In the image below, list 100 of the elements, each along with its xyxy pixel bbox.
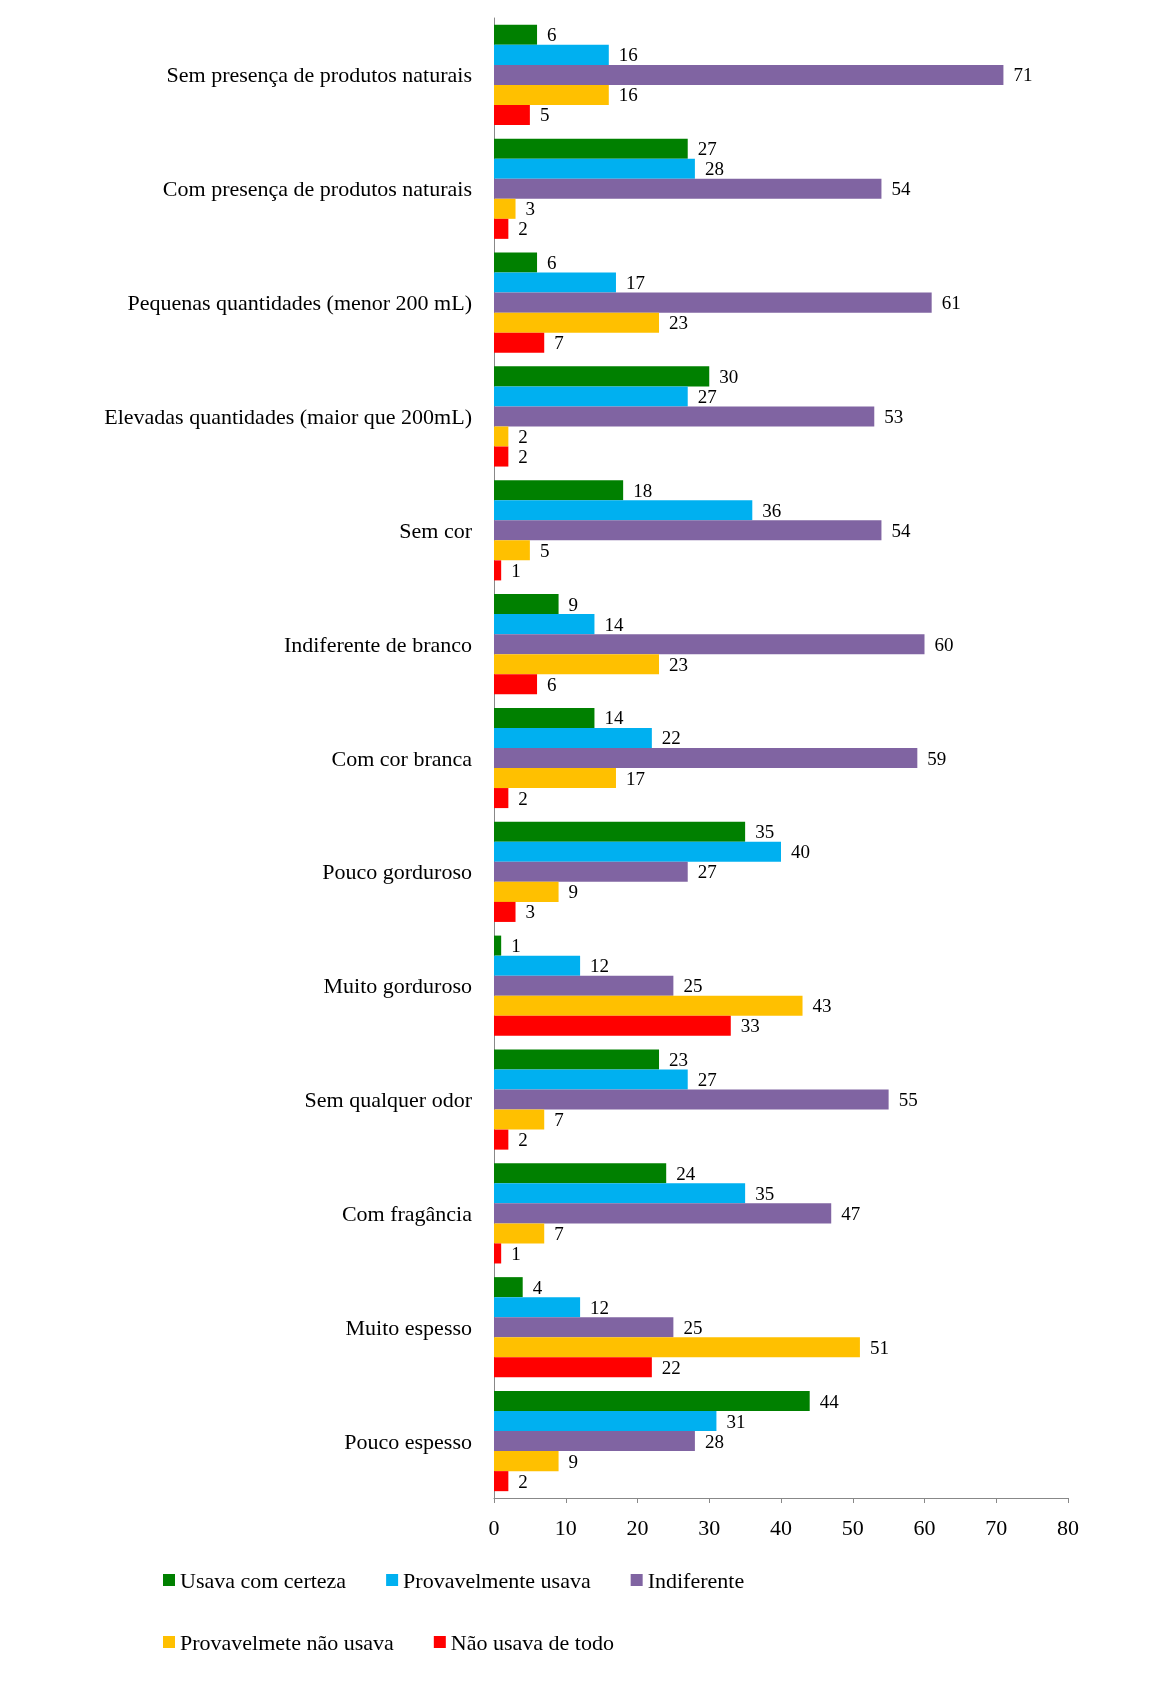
bar (494, 252, 538, 273)
bar (494, 138, 688, 159)
data-label: 51 (869, 1336, 889, 1358)
data-label: 3 (525, 198, 536, 220)
y-tick-label: Pouco espesso (344, 1428, 472, 1454)
data-label: 12 (590, 955, 610, 977)
x-tick-label: 30 (698, 1514, 721, 1540)
x-tick-label: 10 (554, 1514, 577, 1540)
y-tick-label: Com cor branca (331, 745, 473, 771)
data-label: 28 (704, 158, 724, 180)
data-label: 2 (518, 426, 528, 447)
y-tick-label: Sem cor (399, 517, 473, 543)
x-tick-label: 50 (841, 1514, 864, 1540)
bar (494, 104, 530, 126)
data-label: 27 (697, 138, 717, 160)
x-tick-label: 20 (626, 1514, 649, 1540)
data-label: 2 (518, 218, 528, 240)
y-tick-label: Pouco gorduroso (322, 859, 472, 885)
data-label: 1 (511, 935, 521, 957)
x-tick-label: 70 (985, 1514, 1008, 1540)
data-label: 7 (554, 1222, 564, 1244)
y-tick-label: Com fragância (341, 1200, 473, 1226)
data-label: 17 (625, 272, 645, 294)
data-label: 14 (604, 613, 624, 635)
y-tick-label: Pequenas quantidades (menor 200 mL) (127, 290, 472, 316)
x-tick-label: 60 (913, 1514, 936, 1540)
bar (494, 995, 803, 1016)
data-label: 35 (755, 1182, 775, 1204)
data-label: 3 (525, 901, 536, 923)
bar (494, 1277, 523, 1298)
data-label: 2 (518, 787, 528, 809)
data-label: 25 (683, 975, 703, 997)
data-label: 31 (726, 1410, 746, 1432)
bar (494, 446, 509, 467)
bar (494, 768, 616, 789)
bar (494, 386, 688, 407)
bar (494, 24, 538, 45)
x-tick-label: 0 (488, 1514, 500, 1540)
bar (494, 292, 932, 313)
data-label: 7 (554, 332, 564, 354)
bar (494, 935, 502, 956)
data-label: 6 (547, 24, 557, 46)
bar (494, 1390, 810, 1412)
y-tick-label: Muito gorduroso (323, 973, 472, 999)
bar (494, 64, 1004, 85)
data-label: 54 (891, 519, 911, 541)
bar (494, 84, 609, 105)
bar (494, 861, 688, 882)
data-label: 43 (812, 995, 832, 1017)
bar (494, 1357, 652, 1378)
bar (494, 44, 609, 65)
data-label: 27 (697, 1069, 717, 1090)
bar (494, 1089, 889, 1110)
data-label: 9 (568, 1450, 579, 1472)
bar (494, 1337, 860, 1358)
bar (494, 1451, 559, 1472)
bar (494, 594, 559, 615)
y-tick-label: Elevadas quantidades (maior que 200mL) (104, 403, 472, 429)
bar (494, 1183, 746, 1204)
legend-label: Usava com certeza (180, 1567, 347, 1593)
bar (494, 1317, 674, 1338)
data-label: 44 (819, 1390, 840, 1412)
data-label: 4 (532, 1276, 543, 1298)
bar (494, 332, 545, 353)
bar (494, 707, 595, 728)
bar (494, 198, 516, 219)
data-label: 61 (941, 292, 961, 314)
bar (494, 158, 695, 179)
bar (494, 747, 918, 769)
data-label: 22 (661, 727, 681, 749)
data-label: 47 (841, 1202, 861, 1224)
bar (494, 975, 674, 996)
bar (494, 955, 581, 976)
data-label: 59 (927, 747, 947, 769)
bar (494, 1049, 660, 1070)
bar (494, 218, 509, 239)
y-tick-label: Indiferente de branco (283, 631, 472, 657)
data-label: 12 (590, 1296, 610, 1318)
y-tick-label: Com presença de produtos naturais (162, 176, 472, 202)
bar (494, 1243, 502, 1264)
bar (494, 406, 875, 427)
bar (494, 500, 753, 521)
bar (494, 1069, 688, 1090)
y-tick-label: Sem qualquer odor (304, 1087, 473, 1113)
bar (494, 426, 509, 447)
data-label: 17 (625, 767, 645, 789)
data-label: 35 (755, 821, 775, 843)
bar (494, 1223, 545, 1244)
legend-label: Provavelmente usava (403, 1567, 591, 1593)
data-label: 33 (740, 1015, 760, 1037)
data-label: 27 (697, 861, 717, 883)
y-tick-label: Sem presença de produtos naturais (166, 62, 472, 88)
data-label: 55 (898, 1089, 918, 1111)
x-tick-label: 40 (770, 1514, 792, 1540)
data-label: 54 (891, 178, 911, 200)
bar (494, 480, 624, 501)
bar (494, 520, 882, 541)
data-label: 5 (539, 539, 550, 561)
data-label: 23 (669, 312, 689, 334)
bar (494, 1109, 545, 1130)
